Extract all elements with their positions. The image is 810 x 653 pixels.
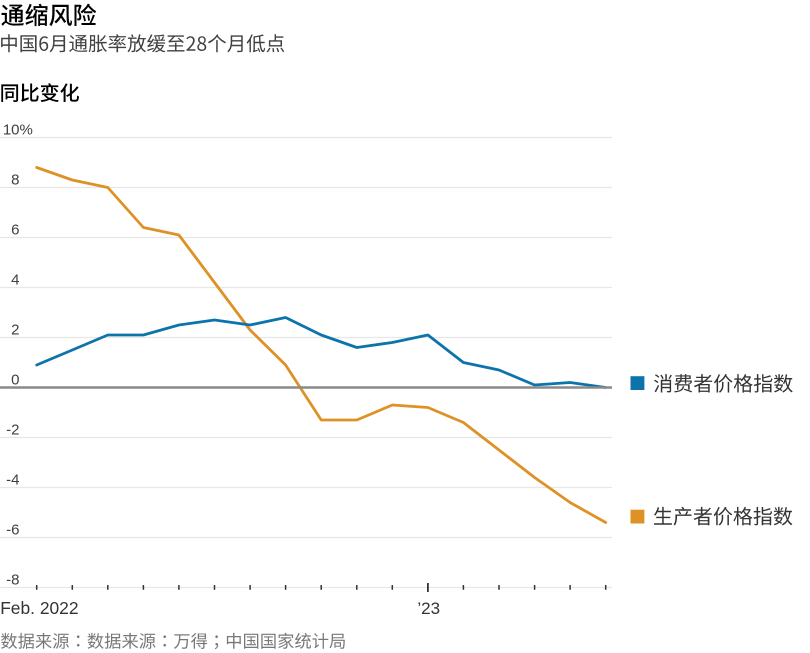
- svg-text:2: 2: [11, 322, 19, 339]
- svg-text:6: 6: [11, 222, 19, 239]
- svg-text:Feb. 2022: Feb. 2022: [0, 598, 78, 618]
- svg-text:-2: -2: [6, 422, 19, 439]
- svg-text:10: 10: [3, 122, 20, 139]
- svg-text:8: 8: [11, 172, 19, 189]
- svg-text:-6: -6: [6, 522, 19, 539]
- svg-text:-8: -8: [6, 572, 19, 589]
- svg-text:0: 0: [11, 372, 19, 389]
- svg-text:%: %: [20, 122, 33, 139]
- svg-text:4: 4: [11, 272, 19, 289]
- svg-text:-4: -4: [6, 472, 19, 489]
- svg-text:’23: ’23: [417, 599, 440, 618]
